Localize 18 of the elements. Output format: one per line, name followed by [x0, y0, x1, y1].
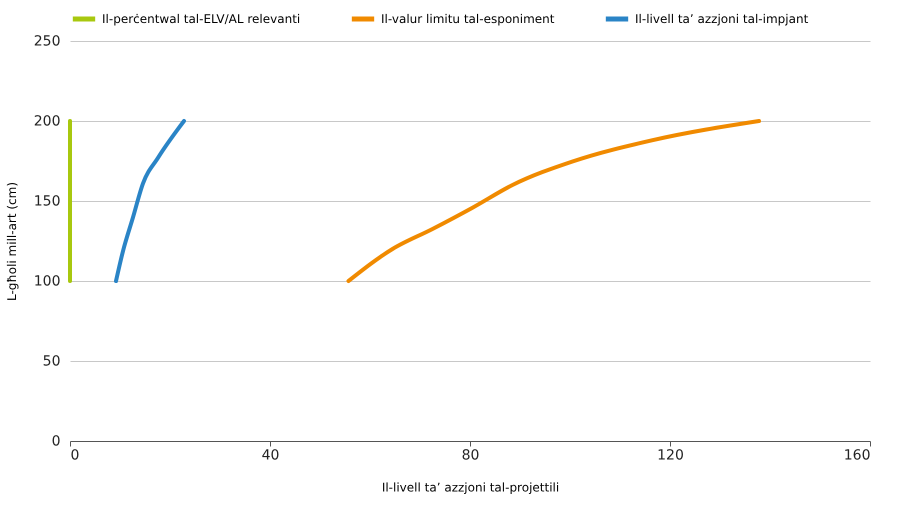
- x-tick-label: 0: [70, 448, 80, 464]
- y-axis-title: L-għoli mill-art (cm): [4, 182, 19, 302]
- line-series: [114, 119, 186, 283]
- legend-label: Il-livell ta’ azzjoni tal-impjant: [635, 12, 809, 26]
- y-tick-label: 250: [34, 34, 60, 50]
- legend-label: Il-perċentwal tal-ELV/AL relevanti: [102, 12, 300, 26]
- x-tick-label: 40: [262, 448, 280, 464]
- line-series: [346, 119, 761, 283]
- y-tick-label: 50: [42, 354, 60, 370]
- y-tick-label: 100: [34, 274, 60, 290]
- y-tick-label: 200: [34, 114, 60, 130]
- x-axis-title: Il-livell ta’ azzjoni tal-projettili: [382, 480, 560, 494]
- x-tick-label: 80: [462, 448, 480, 464]
- legend-label: Il-valur limitu tal-esponiment: [381, 12, 555, 26]
- x-tick-label: 160: [844, 448, 870, 464]
- y-tick-label: 0: [52, 434, 60, 450]
- y-tick-label: 150: [34, 194, 60, 210]
- x-tick-label: 120: [657, 448, 684, 464]
